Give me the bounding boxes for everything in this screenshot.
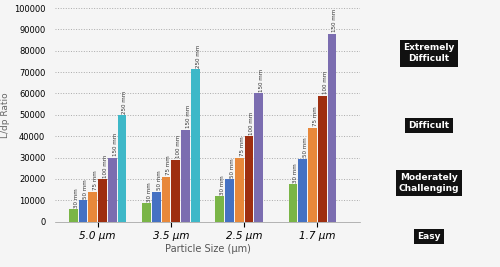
- Bar: [108, 158, 116, 222]
- Y-axis label: L/dp Ratio: L/dp Ratio: [0, 92, 10, 138]
- Bar: [118, 115, 126, 222]
- Text: 30 mm: 30 mm: [220, 175, 225, 195]
- Bar: [298, 159, 307, 222]
- Bar: [142, 203, 151, 222]
- Bar: [225, 179, 234, 222]
- Bar: [254, 93, 263, 222]
- Bar: [216, 196, 224, 222]
- Bar: [181, 130, 190, 222]
- Text: 100 mm: 100 mm: [176, 135, 181, 158]
- Bar: [191, 69, 200, 222]
- Text: 75 mm: 75 mm: [93, 171, 98, 190]
- Text: 75 mm: 75 mm: [313, 107, 318, 126]
- Bar: [88, 192, 97, 222]
- Bar: [308, 128, 317, 222]
- Text: 100 mm: 100 mm: [322, 71, 328, 94]
- Bar: [328, 34, 336, 222]
- Bar: [69, 209, 78, 222]
- Text: 50 mm: 50 mm: [303, 138, 308, 157]
- Bar: [244, 136, 254, 222]
- Text: Extremely
Difficult: Extremely Difficult: [404, 43, 454, 64]
- Bar: [318, 96, 326, 222]
- Bar: [235, 158, 244, 222]
- Text: 250 mm: 250 mm: [122, 90, 128, 113]
- Text: 150 mm: 150 mm: [112, 133, 117, 156]
- Text: 150 mm: 150 mm: [186, 105, 191, 128]
- Text: 100 mm: 100 mm: [250, 112, 254, 135]
- Text: 30 mm: 30 mm: [147, 182, 152, 202]
- Bar: [98, 179, 107, 222]
- Bar: [288, 184, 298, 222]
- Bar: [172, 160, 180, 222]
- Text: 75 mm: 75 mm: [240, 136, 244, 156]
- Text: 250 mm: 250 mm: [196, 44, 200, 68]
- Bar: [78, 200, 88, 222]
- Text: 150 mm: 150 mm: [259, 69, 264, 92]
- Text: 100 mm: 100 mm: [103, 154, 108, 178]
- Text: Difficult: Difficult: [408, 121, 450, 130]
- Text: 50 mm: 50 mm: [230, 158, 235, 178]
- Text: 50 mm: 50 mm: [84, 179, 88, 199]
- Bar: [162, 177, 170, 222]
- Text: 30 mm: 30 mm: [74, 188, 78, 207]
- Text: Easy: Easy: [417, 232, 441, 241]
- Bar: [152, 192, 160, 222]
- Text: 75 mm: 75 mm: [166, 156, 172, 175]
- X-axis label: Particle Size (μm): Particle Size (μm): [164, 244, 250, 254]
- Text: 50 mm: 50 mm: [156, 171, 162, 190]
- Text: 150 mm: 150 mm: [332, 9, 338, 32]
- Text: Moderately
Challenging: Moderately Challenging: [399, 173, 459, 193]
- Text: 30 mm: 30 mm: [294, 163, 298, 183]
